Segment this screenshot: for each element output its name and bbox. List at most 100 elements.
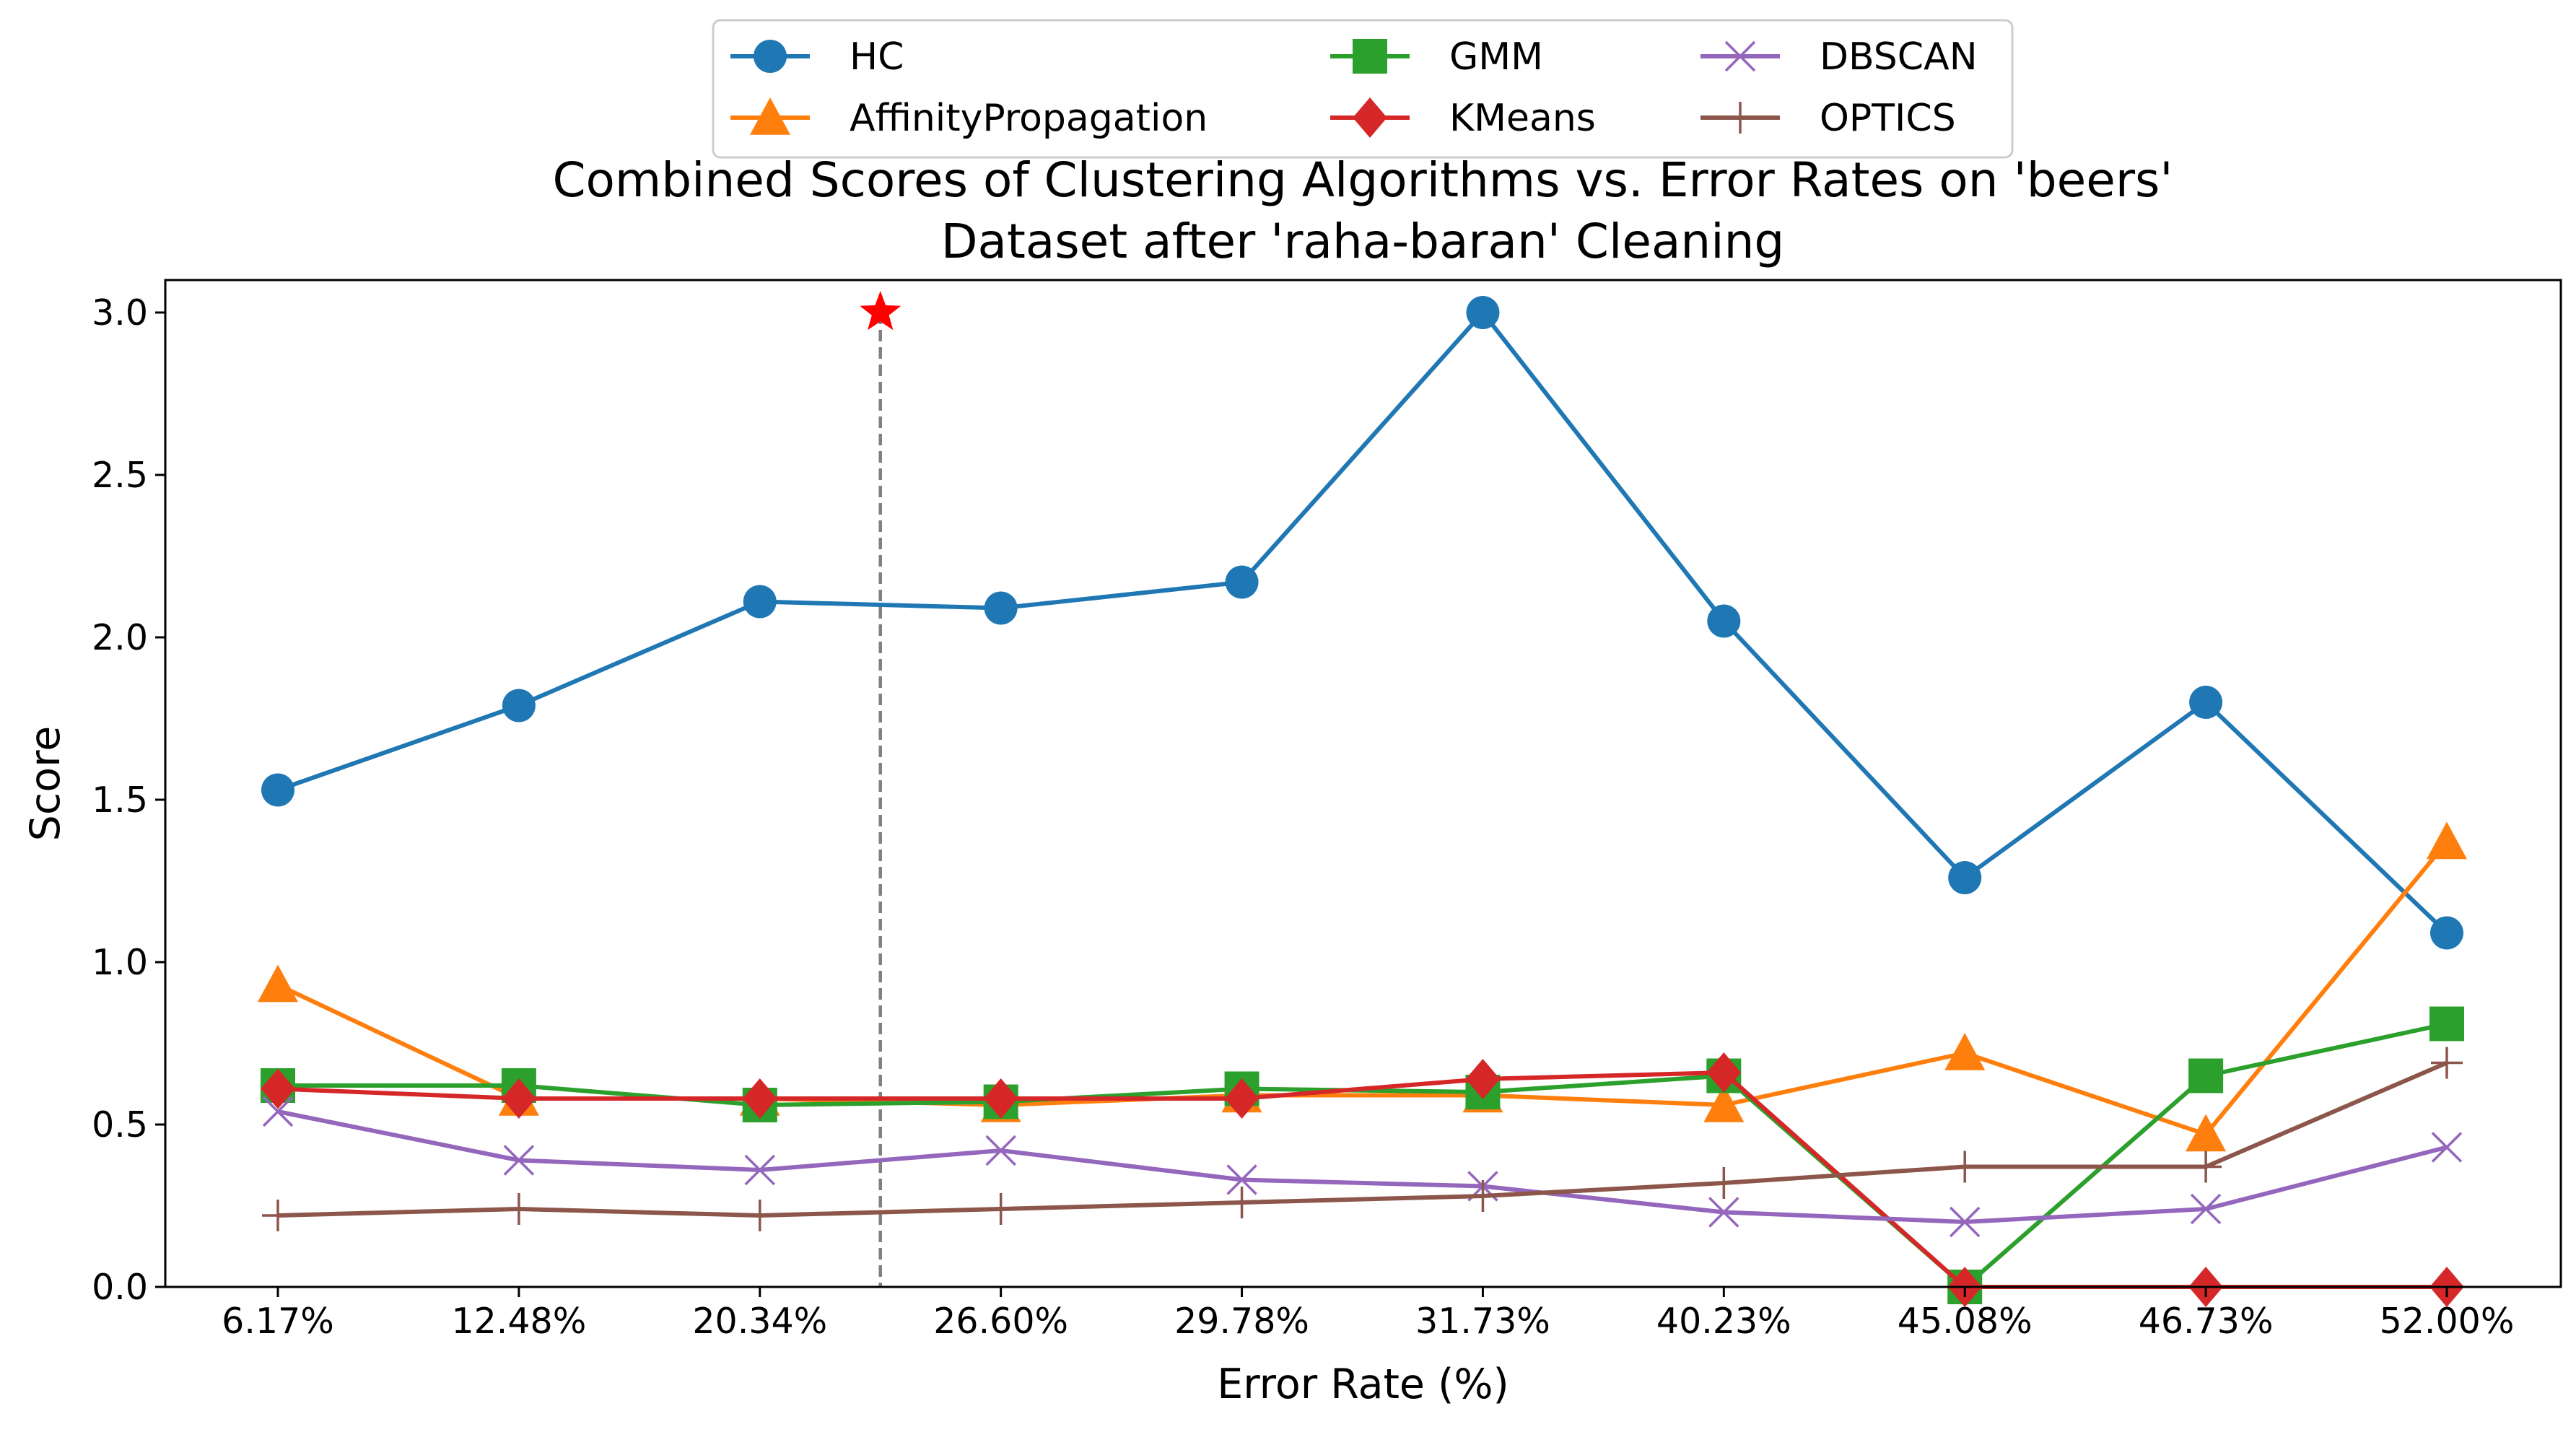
y-axis-label: Score (22, 726, 69, 842)
x-tick-label: 52.00% (2380, 1301, 2515, 1342)
x-marker-stroke-b (503, 1145, 535, 1176)
data-point-affinitypropagation (1703, 1085, 1745, 1122)
axes: 6.17% 12.48% 20.34% 26.60% 29.78% 31.73% 40.23… (22, 292, 2514, 1408)
data-point-kmeans (261, 1068, 295, 1109)
x-marker-stroke-b (1226, 1164, 1257, 1195)
data-point-hc (1707, 604, 1741, 638)
legend-item-optics: OPTICS (1700, 97, 1956, 140)
series-optics (262, 1047, 2463, 1231)
data-point-affinitypropagation (2427, 821, 2467, 860)
legend-marker (1353, 39, 1387, 74)
data-point-optics (1949, 1151, 1981, 1183)
legend: HC AffinityPropagation GMM KMeans DBSCAN OPTI… (712, 19, 2014, 159)
chart-title-line-1: Combined Scores of Clustering Algorithms… (552, 152, 2173, 208)
data-point-optics (1226, 1187, 1258, 1218)
y-tick-label: 1.5 (92, 780, 148, 821)
data-point-dbscan (744, 1154, 776, 1186)
data-point-optics (262, 1200, 294, 1231)
legend-item-kmeans: KMeans (1330, 97, 1596, 140)
legend-label: DBSCAN (1820, 35, 1978, 79)
data-point-dbscan (503, 1145, 535, 1176)
x-tick-label: 45.08% (1898, 1301, 2033, 1342)
x-tick-label: 26.60% (933, 1301, 1068, 1342)
x-marker-stroke-b (2431, 1132, 2463, 1163)
x-marker-stroke-b (262, 1096, 294, 1127)
data-point-hc (1948, 861, 1982, 894)
legend-marker (1353, 97, 1387, 138)
y-tick-label: 0.0 (92, 1267, 148, 1308)
x-tick-label: 31.73% (1415, 1301, 1550, 1342)
plot-frame (164, 279, 2562, 1288)
data-point-affinitypropagation (258, 964, 298, 1003)
data-point-kmeans (502, 1078, 536, 1119)
legend-item-gmm: GMM (1330, 35, 1543, 79)
star-marker (860, 291, 901, 331)
series-affinitypropagation (258, 821, 2467, 1152)
chart-title: Combined Scores of Clustering Algorithms… (552, 152, 2173, 269)
data-point-optics (502, 1193, 535, 1225)
data-point-optics (743, 1200, 776, 1231)
legend-label: HC (850, 35, 904, 79)
series-line-dbscan (277, 1109, 2448, 1224)
y-tick-label: 0.5 (92, 1104, 148, 1145)
x-marker-stroke-b (1724, 40, 1756, 72)
series-line-optics (277, 1060, 2448, 1218)
x-marker-stroke-b (744, 1154, 776, 1186)
data-point-dbscan (2431, 1132, 2463, 1163)
data-point-optics (2431, 1047, 2463, 1079)
data-point-kmeans (1224, 1078, 1259, 1119)
chart-title-line-2: Dataset after 'raha-baran' Cleaning (941, 214, 1785, 269)
legend-item-hc: HC (730, 35, 904, 79)
legend-item-affinitypropagation: AffinityPropagation (730, 97, 1208, 140)
legend-marker (1724, 102, 1756, 134)
data-point-dbscan (262, 1096, 294, 1127)
data-point-optics (2190, 1151, 2222, 1183)
data-point-dbscan (2190, 1193, 2222, 1225)
data-point-gmm (2429, 1006, 2464, 1042)
data-point-hc (2430, 916, 2463, 950)
series-line-hc (277, 310, 2449, 935)
data-point-affinitypropagation (1944, 1033, 1986, 1070)
y-tick-label: 2.5 (92, 455, 148, 496)
legend-box (712, 19, 2014, 159)
plot-border (164, 279, 2562, 1288)
data-point-hc (1466, 296, 1500, 329)
data-point-hc (984, 591, 1018, 625)
x-marker-stroke-b (2190, 1193, 2222, 1225)
legend-label: KMeans (1449, 97, 1596, 140)
data-point-hc (502, 689, 536, 722)
data-point-dbscan (1949, 1206, 1981, 1238)
data-point-gmm (2188, 1058, 2224, 1093)
y-tick-label: 3.0 (92, 292, 148, 333)
x-tick-label: 46.73% (2139, 1301, 2274, 1342)
data-point-kmeans (1465, 1059, 1501, 1099)
legend-label: OPTICS (1820, 97, 1956, 140)
data-point-optics (1467, 1180, 1499, 1212)
data-point-hc (743, 585, 777, 619)
legend-marker (754, 40, 787, 73)
x-axis-label: Error Rate (%) (1217, 1361, 1509, 1408)
data-point-optics (984, 1193, 1017, 1225)
data-point-hc (261, 773, 294, 807)
legend-marker (750, 97, 790, 135)
data-point-kmeans (1706, 1052, 1742, 1093)
series-line-gmm (278, 1021, 2448, 1289)
x-marker-stroke-b (1708, 1197, 1739, 1228)
series-gmm (261, 1006, 2464, 1304)
legend-marker (1724, 40, 1756, 72)
x-marker-stroke-b (985, 1135, 1016, 1166)
data-point-hc (2189, 686, 2223, 719)
x-marker-stroke-b (1949, 1206, 1981, 1238)
data-point-affinitypropagation (2186, 1114, 2227, 1152)
data-point-dbscan (985, 1135, 1016, 1166)
x-tick-label: 40.23% (1656, 1301, 1791, 1342)
x-tick-label: 12.48% (451, 1301, 586, 1342)
legend-item-dbscan: DBSCAN (1700, 35, 1978, 79)
y-tick-label: 2.0 (92, 617, 148, 658)
y-tick-label: 1.0 (92, 942, 148, 983)
data-point-dbscan (1226, 1164, 1257, 1195)
legend-label: AffinityPropagation (850, 97, 1208, 140)
x-tick-label: 29.78% (1174, 1301, 1309, 1342)
